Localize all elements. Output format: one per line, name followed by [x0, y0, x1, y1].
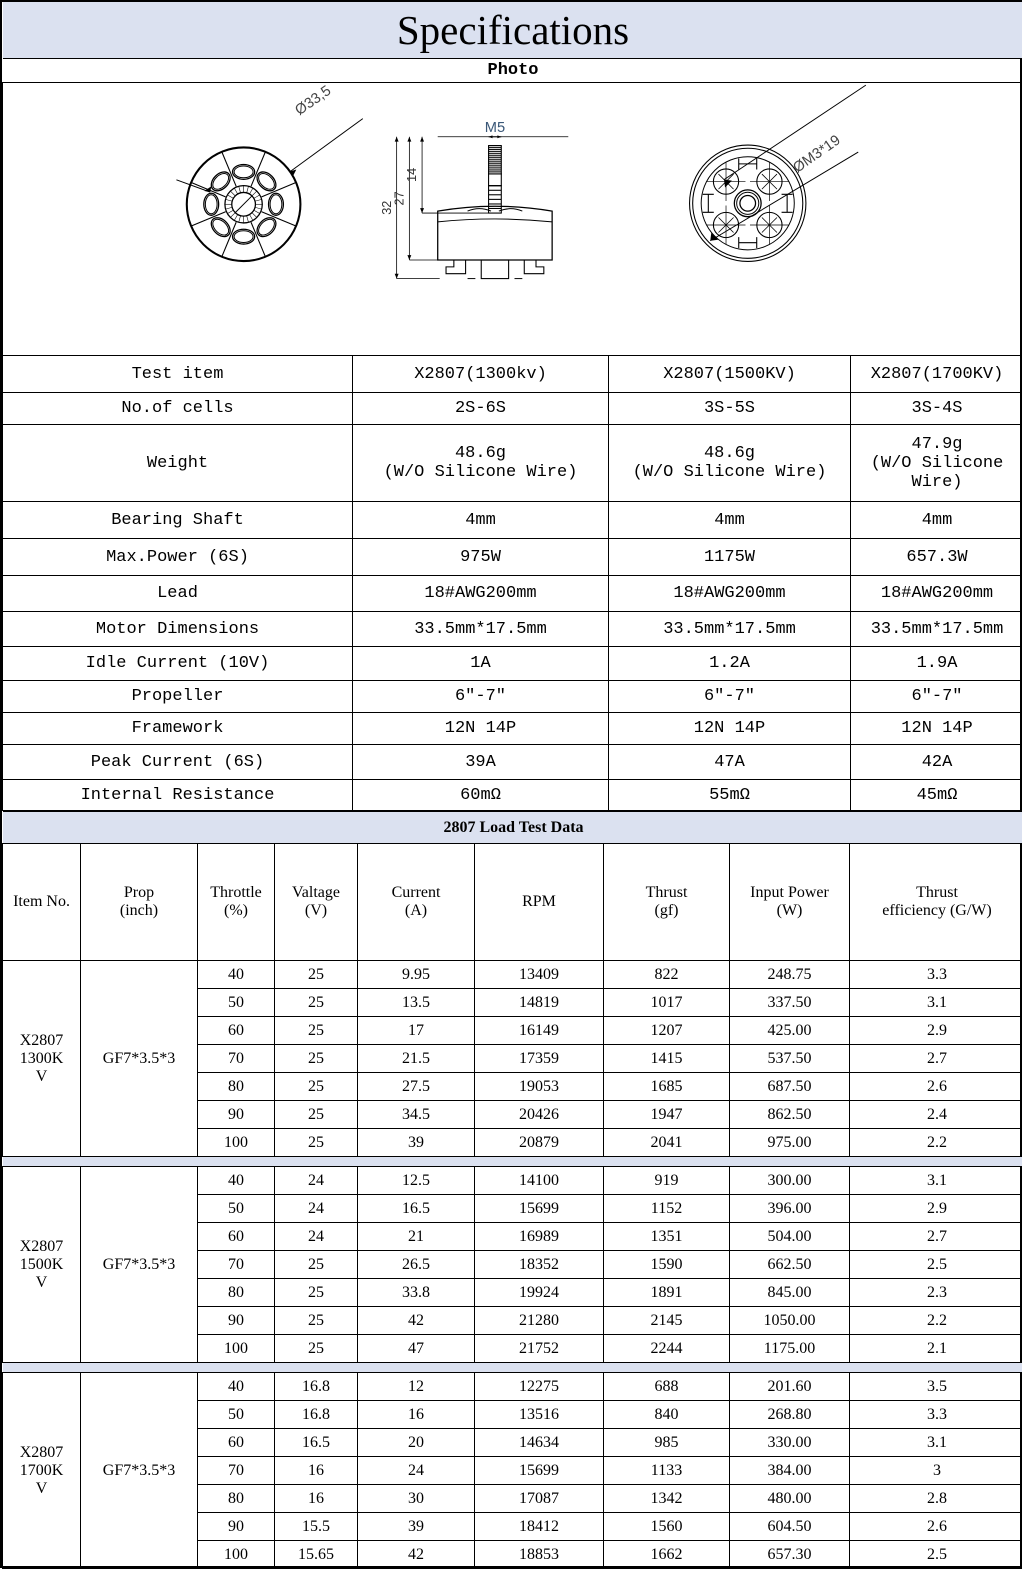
svg-text:ØM3*19: ØM3*19 [790, 132, 843, 176]
svg-text:M5: M5 [485, 120, 505, 136]
svg-text:14: 14 [404, 168, 419, 182]
svg-text:27: 27 [391, 191, 406, 205]
svg-text:Ø33,5: Ø33,5 [292, 83, 334, 119]
